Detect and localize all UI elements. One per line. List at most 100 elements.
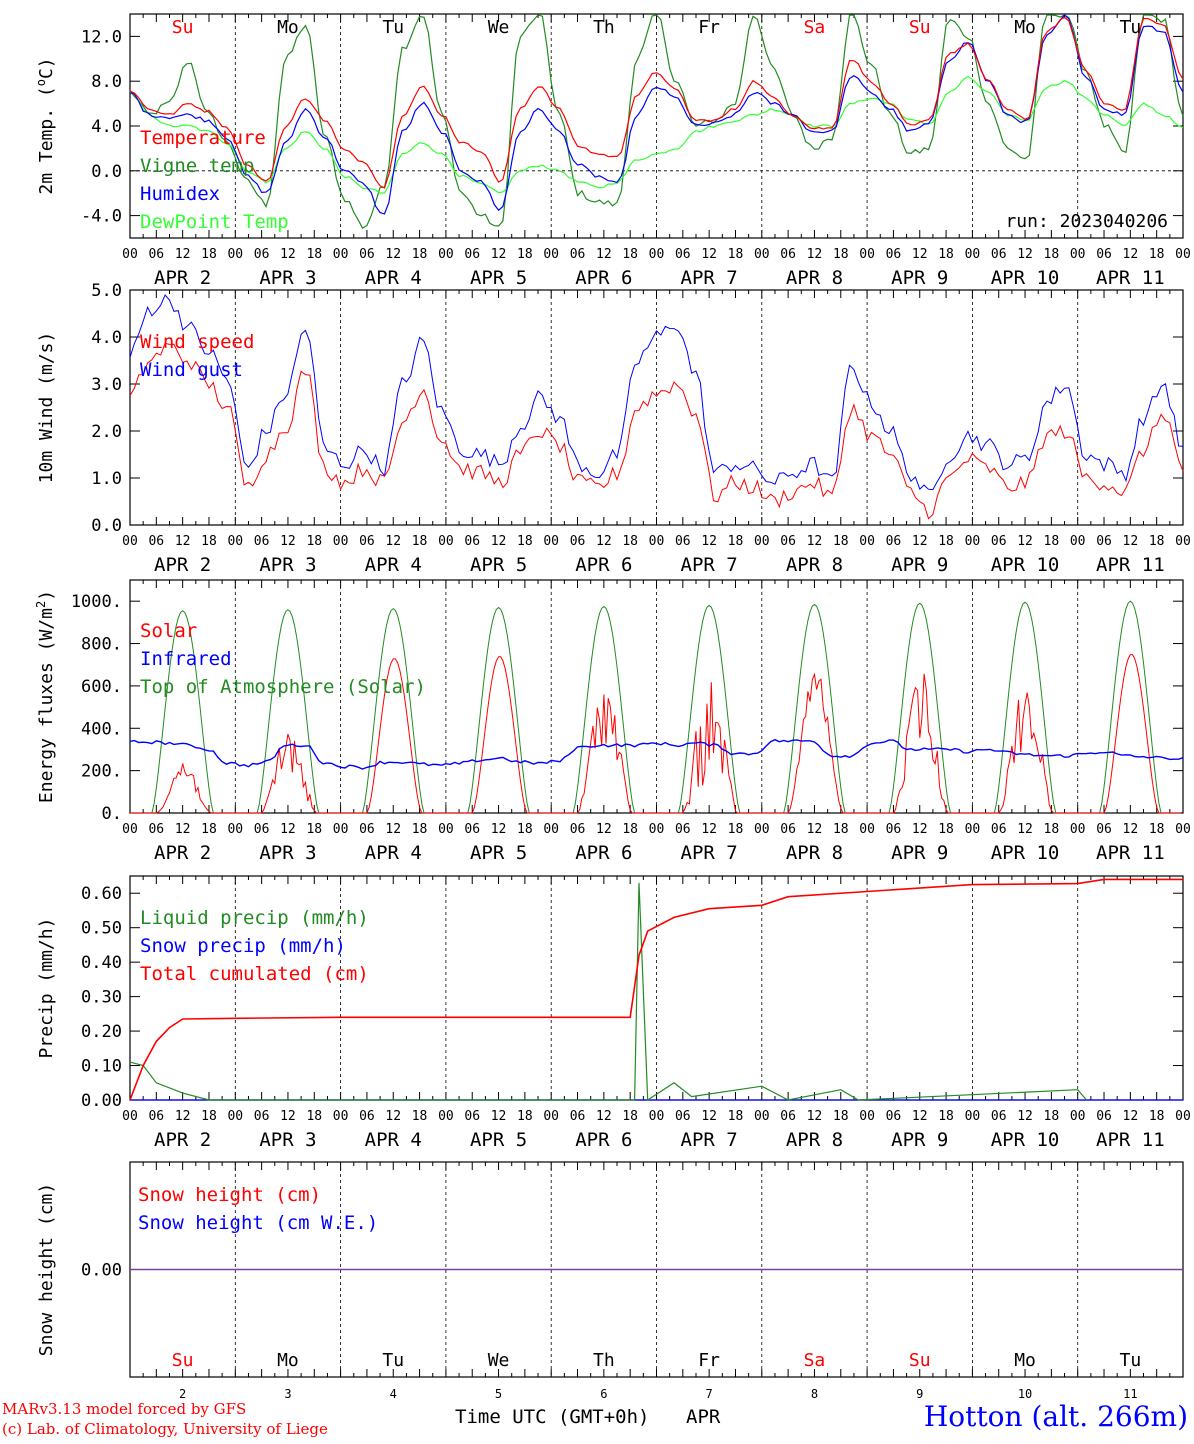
- hour-tick-label: 12: [596, 534, 612, 549]
- hour-tick-label: 06: [359, 822, 375, 837]
- hour-tick-label: 06: [254, 247, 270, 262]
- series-line-dewpoint-temp: [129, 75, 1184, 194]
- hour-tick-label: 00: [1175, 822, 1191, 837]
- hour-tick-label: 12: [385, 534, 401, 549]
- hour-tick-label: 18: [622, 1109, 638, 1124]
- series-line-liquid-precip: [129, 882, 1087, 1102]
- hour-tick-label: 12: [175, 1109, 191, 1124]
- hour-tick-label: 18: [201, 247, 217, 262]
- day-number-label: 11: [1123, 1387, 1137, 1401]
- hour-tick-label: 12: [1123, 247, 1139, 262]
- day-number-label: 2: [179, 1387, 186, 1401]
- hour-tick-label: 18: [728, 1109, 744, 1124]
- hour-tick-label: 12: [491, 1109, 507, 1124]
- hour-tick-label: 06: [464, 534, 480, 549]
- hour-tick-label: 06: [359, 247, 375, 262]
- y-tick-label: 200.: [81, 762, 122, 782]
- hour-tick-label: 00: [333, 534, 349, 549]
- hour-tick-label: 06: [148, 822, 164, 837]
- hour-tick-label: 18: [938, 534, 954, 549]
- hour-tick-label: 12: [807, 822, 823, 837]
- hour-tick-label: 18: [833, 1109, 849, 1124]
- hour-tick-label: 00: [649, 1109, 665, 1124]
- y-tick-label: -4.0: [81, 207, 122, 227]
- hour-tick-label: 18: [412, 822, 428, 837]
- hour-tick-label: 12: [701, 1109, 717, 1124]
- date-label: APR 2: [154, 1129, 211, 1151]
- hour-tick-label: 18: [517, 1109, 533, 1124]
- hour-tick-label: 06: [675, 1109, 691, 1124]
- date-label: APR 9: [891, 267, 948, 289]
- hour-tick-label: 06: [570, 822, 586, 837]
- hour-tick-label: 00: [122, 247, 138, 262]
- y-tick-label: 0.20: [81, 1022, 122, 1042]
- hour-tick-label: 06: [359, 534, 375, 549]
- hour-tick-label: 18: [1149, 247, 1165, 262]
- hour-tick-label: 06: [148, 247, 164, 262]
- hour-tick-label: 00: [754, 247, 770, 262]
- series-line-humidex: [129, 14, 1184, 215]
- hour-tick-label: 06: [780, 822, 796, 837]
- hour-tick-label: 12: [807, 1109, 823, 1124]
- date-label: APR 5: [470, 842, 527, 864]
- hour-tick-label: 06: [464, 822, 480, 837]
- hour-tick-label: 06: [991, 1109, 1007, 1124]
- hour-tick-label: 12: [701, 247, 717, 262]
- weekday-label: We: [488, 17, 510, 38]
- hour-tick-label: 18: [728, 534, 744, 549]
- y-tick-label: 4.0: [91, 117, 122, 137]
- hour-tick-label: 12: [596, 247, 612, 262]
- model-credit: MARv3.13 model forced by GFS: [2, 1400, 247, 1418]
- hour-tick-label: 12: [596, 822, 612, 837]
- date-label: APR 8: [786, 554, 843, 576]
- weekday-label: Mo: [277, 17, 299, 38]
- hour-tick-label: 18: [1044, 534, 1060, 549]
- hour-tick-label: 00: [1175, 534, 1191, 549]
- hour-tick-label: 18: [622, 822, 638, 837]
- hour-tick-label: 00: [754, 822, 770, 837]
- hour-tick-label: 00: [438, 822, 454, 837]
- hour-tick-label: 06: [886, 534, 902, 549]
- hour-tick-label: 12: [701, 534, 717, 549]
- date-label: APR 10: [991, 267, 1060, 289]
- hour-tick-label: 00: [122, 534, 138, 549]
- y-tick-label: 2.0: [91, 422, 122, 442]
- legend-liquid-precip-mm-h: Liquid precip (mm/h): [140, 907, 369, 929]
- date-label: APR 3: [259, 267, 316, 289]
- legend-temperature: Temperature: [140, 127, 266, 149]
- y-axis-title: Energy fluxes (W/m2): [34, 590, 57, 803]
- date-label: APR 7: [681, 554, 738, 576]
- hour-tick-label: 12: [701, 822, 717, 837]
- hour-tick-label: 18: [201, 822, 217, 837]
- hour-tick-label: 18: [938, 1109, 954, 1124]
- hour-tick-label: 12: [1123, 822, 1139, 837]
- date-label: APR 3: [259, 554, 316, 576]
- series-line-wind-gust: [129, 294, 1184, 491]
- hour-tick-label: 06: [570, 247, 586, 262]
- legend-top-of-atmosphere-solar: Top of Atmosphere (Solar): [140, 676, 426, 698]
- hour-tick-label: 12: [175, 534, 191, 549]
- y-tick-label: 0.0: [91, 162, 122, 182]
- hour-tick-label: 06: [148, 534, 164, 549]
- series-line-top-of-atmosphere: [130, 600, 1181, 814]
- hour-tick-label: 12: [280, 534, 296, 549]
- hour-tick-label: 00: [965, 822, 981, 837]
- date-label: APR 11: [1096, 1129, 1165, 1151]
- hour-tick-label: 12: [280, 822, 296, 837]
- y-axis-title: Precip (mm/h): [36, 918, 57, 1059]
- hour-tick-label: 06: [148, 1109, 164, 1124]
- y-axis-title-unit: C): [36, 57, 57, 79]
- hour-tick-label: 00: [965, 534, 981, 549]
- y-tick-label: 5.0: [91, 281, 122, 301]
- hour-tick-label: 18: [517, 247, 533, 262]
- hour-tick-label: 18: [1044, 1109, 1060, 1124]
- weekday-label: Su: [909, 17, 931, 38]
- hour-tick-label: 06: [780, 534, 796, 549]
- hour-tick-label: 06: [780, 247, 796, 262]
- hour-tick-label: 12: [175, 822, 191, 837]
- hour-tick-label: 06: [1096, 534, 1112, 549]
- date-label: APR 5: [470, 267, 527, 289]
- day-number-label: 5: [495, 1387, 502, 1401]
- legend-snow-height-cm: Snow height (cm): [138, 1184, 321, 1206]
